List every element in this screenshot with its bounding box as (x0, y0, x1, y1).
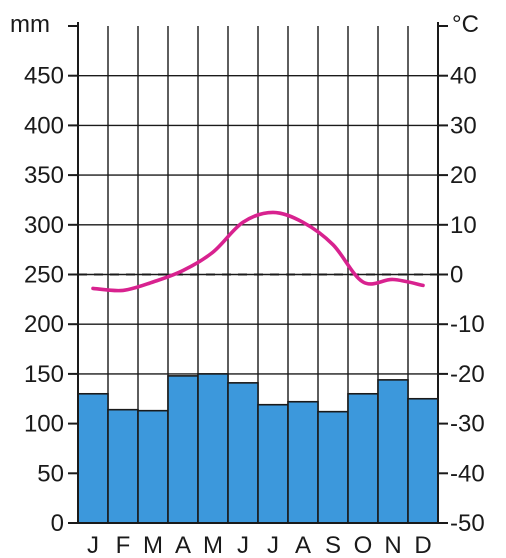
right-tick-label: 0 (450, 262, 463, 289)
temperature-line (91, 210, 425, 293)
precipitation-bar (167, 375, 199, 524)
precipitation-bar (107, 408, 139, 524)
right-tick-label: -10 (450, 311, 485, 338)
axis-labels: 050100150200250300350400450-50-40-30-20-… (24, 63, 485, 558)
right-tick-label: 20 (450, 162, 477, 189)
left-tick-label: 50 (37, 460, 64, 487)
month-label: N (384, 532, 401, 558)
month-label: A (295, 532, 311, 558)
precipitation-bar (77, 392, 109, 524)
month-label: M (203, 532, 223, 558)
left-tick-label: 400 (24, 112, 64, 139)
month-label: S (325, 532, 341, 558)
right-tick-label: -40 (450, 460, 485, 487)
month-label: O (354, 532, 373, 558)
left-tick-label: 100 (24, 411, 64, 438)
right-tick-label: -50 (450, 510, 485, 537)
right-tick-label: 10 (450, 212, 477, 239)
left-tick-label: 350 (24, 162, 64, 189)
precipitation-bar (197, 373, 229, 524)
precipitation-bars (77, 373, 439, 524)
precipitation-bar (227, 382, 259, 524)
precipitation-bar (377, 379, 409, 524)
month-label: J (237, 532, 249, 558)
temperature-line-layer (91, 210, 425, 293)
left-tick-label: 0 (51, 510, 64, 537)
left-tick-label: 250 (24, 262, 64, 289)
precipitation-bar (407, 397, 439, 524)
left-tick-label: 200 (24, 311, 64, 338)
right-axis-unit: °C (452, 11, 479, 38)
right-tick-label: 30 (450, 112, 477, 139)
month-label: J (87, 532, 99, 558)
left-tick-label: 450 (24, 63, 64, 90)
axes (68, 22, 448, 524)
right-tick-label: -30 (450, 411, 485, 438)
month-label: F (116, 532, 131, 558)
precipitation-bar (317, 410, 349, 524)
month-label: M (143, 532, 163, 558)
right-tick-label: 40 (450, 63, 477, 90)
month-label: J (267, 532, 279, 558)
left-tick-label: 150 (24, 361, 64, 388)
left-tick-label: 300 (24, 212, 64, 239)
month-label: D (414, 532, 431, 558)
right-tick-label: -20 (450, 361, 485, 388)
month-label: A (175, 532, 191, 558)
precipitation-bar (257, 403, 289, 524)
left-axis-unit: mm (10, 11, 50, 38)
precipitation-bar (347, 392, 379, 524)
precipitation-bar (137, 409, 169, 524)
precipitation-bar (287, 400, 319, 524)
